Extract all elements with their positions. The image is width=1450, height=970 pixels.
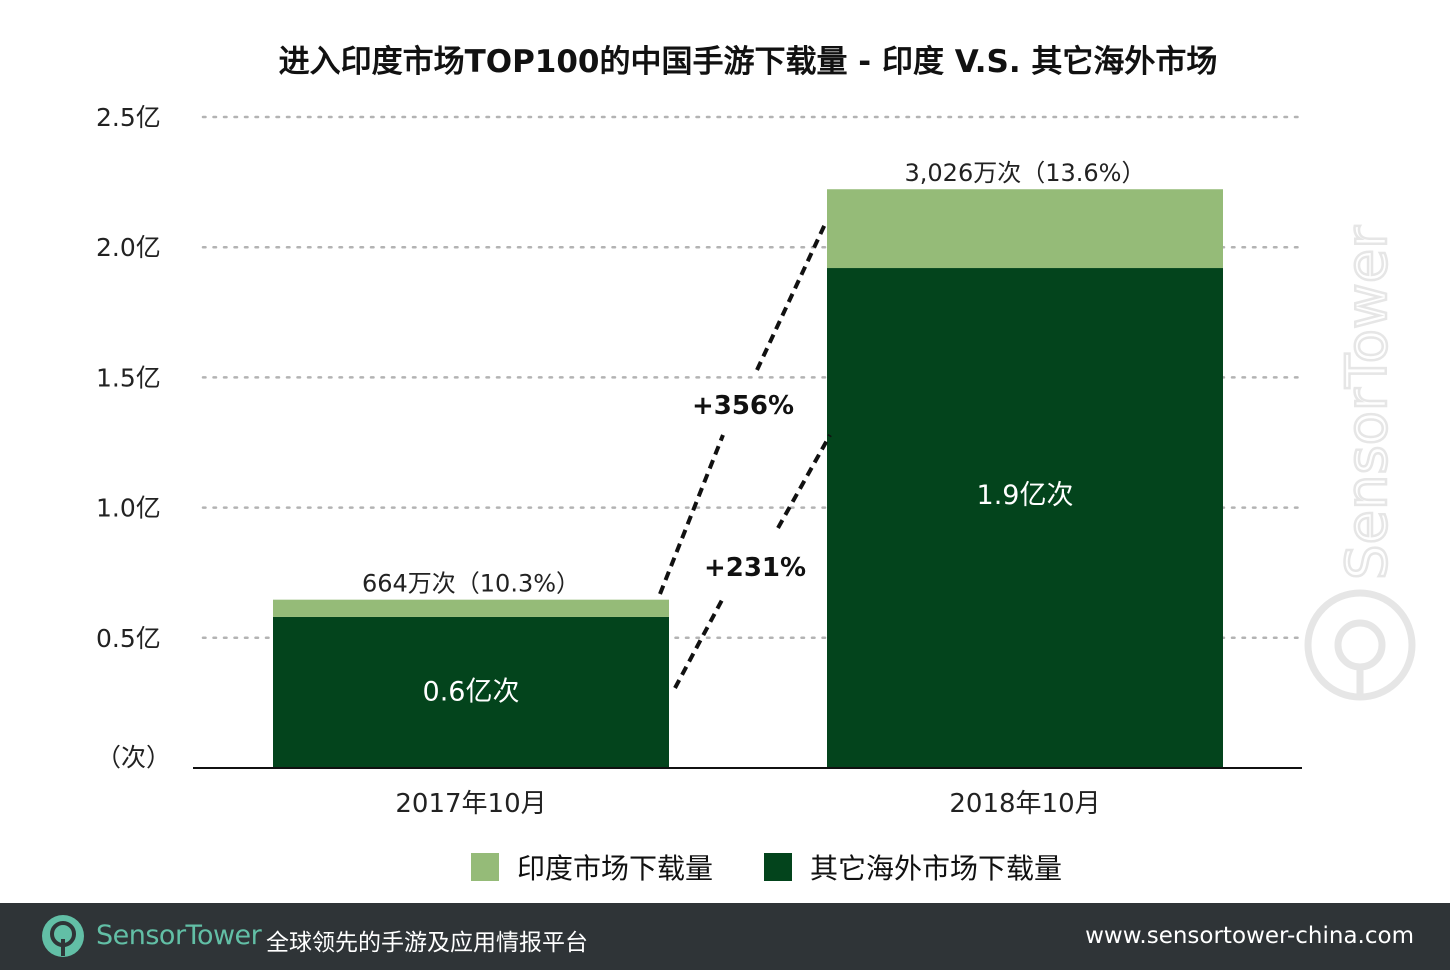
- legend-swatch: [471, 853, 499, 881]
- legend-swatch: [764, 853, 792, 881]
- data-label-india: 3,026万次（13.6%）: [905, 159, 1146, 187]
- x-tick-label: 2018年10月: [949, 789, 1100, 819]
- y-tick-label: 1.5亿: [96, 363, 161, 392]
- data-label-overseas: 0.6亿次: [423, 676, 520, 707]
- footer-website-link[interactable]: www.sensortower-china.com: [1085, 923, 1414, 949]
- footer-brand-name: SensorTower: [96, 920, 262, 951]
- y-tick-label: 0.5亿: [96, 624, 161, 653]
- data-label-india: 664万次（10.3%）: [362, 570, 580, 598]
- legend-label: 其它海外市场下载量: [810, 852, 1062, 885]
- y-tick-label: 2.0亿: [96, 233, 161, 262]
- growth-connector-overseas: [776, 434, 832, 529]
- x-tick-label: 2017年10月: [395, 789, 546, 819]
- data-label-overseas: 1.9亿次: [977, 480, 1074, 511]
- legend-label: 印度市场下载量: [517, 852, 713, 885]
- growth-annotation-india: +356%: [692, 391, 794, 421]
- watermark-logo-icon: [1304, 589, 1416, 701]
- y-tick-label: 2.5亿: [96, 103, 161, 132]
- stacked-bar-chart: 进入印度市场TOP100的中国手游下载量 - 印度 V.S. 其它海外市场 0.5…: [96, 44, 1302, 885]
- growth-connector-india: [658, 434, 725, 595]
- footer-bar: SensorTower 全球领先的手游及应用情报平台 www.sensortow…: [0, 903, 1450, 970]
- bar-india: [273, 599, 669, 617]
- footer-tagline: 全球领先的手游及应用情报平台: [266, 930, 588, 956]
- y-tick-label: 1.0亿: [96, 494, 161, 523]
- sensortower-logo-icon: [42, 915, 84, 957]
- growth-connector-india: [755, 221, 828, 371]
- growth-annotation-overseas: +231%: [704, 553, 806, 583]
- growth-connector-overseas: [673, 599, 724, 689]
- chart-title: 进入印度市场TOP100的中国手游下载量 - 印度 V.S. 其它海外市场: [279, 44, 1218, 80]
- sensortower-watermark: SensorTower: [1304, 224, 1416, 701]
- bar-india: [827, 189, 1223, 269]
- bar-overseas: [273, 616, 669, 768]
- watermark-text: SensorTower: [1335, 225, 1400, 580]
- bar-overseas: [827, 268, 1223, 768]
- y-unit-label: （次）: [96, 743, 171, 772]
